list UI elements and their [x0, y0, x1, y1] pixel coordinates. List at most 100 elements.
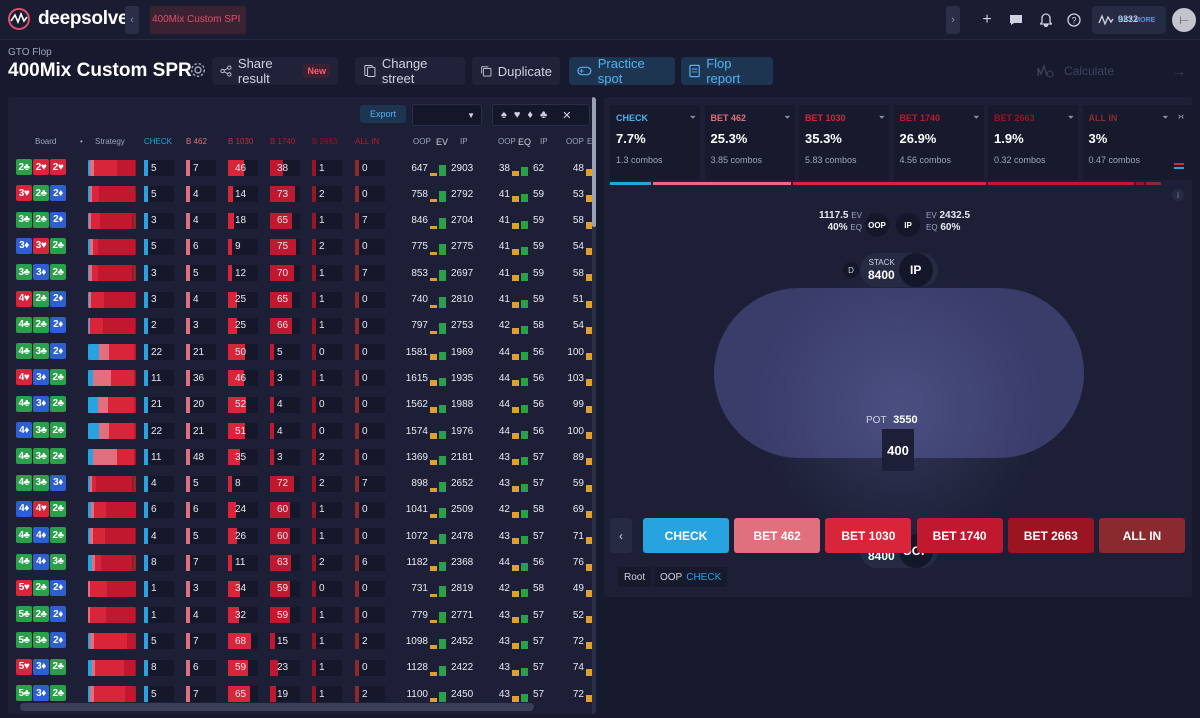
- filter-icon[interactable]: ⏷: [689, 113, 696, 122]
- table-row[interactable]: 3 ♣ 3 ♦ 2 ♣ 3 5 12 70 1 7 853 2697 41 59 58: [8, 260, 596, 286]
- spade-icon[interactable]: ♠: [501, 109, 507, 121]
- collapse-toggle[interactable]: ›‹: [1170, 105, 1192, 180]
- forward-nav-button[interactable]: ›: [946, 6, 960, 34]
- table-row[interactable]: 4 ♣ 3 ♣ 3 ♦ 4 5 8 72 2 7 898 2652 43 57 59: [8, 471, 596, 497]
- ip-eq-cell: 56: [533, 346, 545, 358]
- path-root[interactable]: Root: [618, 567, 652, 587]
- oop3-cell: 103: [567, 372, 584, 384]
- board-card: 4 ♥: [33, 500, 49, 517]
- get-more-link[interactable]: GET MORE: [1118, 16, 1156, 24]
- cell-check: 5: [144, 186, 174, 203]
- col-strategy[interactable]: Strategy: [95, 137, 125, 146]
- ip-ev-bar: [439, 165, 446, 176]
- col-check[interactable]: CHECK: [144, 137, 173, 146]
- duplicate-button[interactable]: Duplicate: [472, 57, 560, 85]
- table-row[interactable]: 4 ♦ 3 ♣ 2 ♣ 22 21 51 4 0 0 1574 1976 44 56 100: [8, 418, 596, 444]
- calculate-button[interactable]: Calculate →: [1030, 57, 1192, 85]
- back-button[interactable]: ‹: [610, 518, 632, 553]
- filter-icon[interactable]: ⏷: [878, 113, 885, 122]
- tab-active[interactable]: 400Mix Custom SPI: [150, 6, 246, 34]
- flop-report-button[interactable]: Flop report: [681, 56, 773, 86]
- table-row[interactable]: 5 ♣ 3 ♦ 2 ♣ 5 7 65 19 1 2 1100 2450 43 57 72: [8, 681, 596, 707]
- diamond-icon[interactable]: ♦: [527, 109, 533, 121]
- action-card[interactable]: BET 2663 ⏷ 1.9% 0.32 combos: [988, 105, 1078, 180]
- heart-icon[interactable]: ♥: [513, 109, 521, 121]
- table-row[interactable]: 5 ♣ 3 ♣ 2 ♦ 5 7 68 15 1 2 1098 2452 43 57 72: [8, 628, 596, 654]
- back-nav-button[interactable]: ‹: [125, 6, 139, 34]
- col-b1740[interactable]: B 1740: [270, 137, 296, 146]
- ip-ev-cell: 2819: [451, 583, 474, 595]
- app-logo[interactable]: deepsolver: [6, 8, 136, 30]
- action-button-bet-462[interactable]: BET 462: [734, 518, 821, 553]
- practice-spot-button[interactable]: Practice spot: [569, 56, 675, 86]
- action-button-bet-1030[interactable]: BET 1030: [825, 518, 912, 553]
- avatar[interactable]: ⊢: [1172, 8, 1196, 32]
- action-card[interactable]: BET 1030 ⏷ 35.3% 5.83 combos: [799, 105, 889, 180]
- action-button-bet-2663[interactable]: BET 2663: [1007, 518, 1094, 553]
- table-row[interactable]: 4 ♣ 4 ♦ 3 ♣ 8 7 11 63 2 6 1182 2368 44 56 76: [8, 550, 596, 576]
- seat-ip[interactable]: STACK 8400 IP: [860, 253, 938, 287]
- col-b2663[interactable]: B 2663: [312, 137, 338, 146]
- col-allin[interactable]: ALL IN: [355, 137, 380, 146]
- info-icon[interactable]: i: [1172, 189, 1184, 201]
- club-icon[interactable]: ♣: [540, 109, 548, 121]
- oop-ev-bar: [430, 173, 437, 176]
- table-row[interactable]: 3 ♦ 3 ♥ 2 ♣ 5 6 9 75 2 0 775 2775 41 59 54: [8, 234, 596, 260]
- col-ev[interactable]: EV: [436, 137, 449, 147]
- action-button-check[interactable]: CHECK: [643, 518, 729, 553]
- cell-b2663: 1: [312, 501, 342, 518]
- chat-icon[interactable]: [1006, 10, 1026, 30]
- share-result-button[interactable]: Share result New: [212, 56, 338, 86]
- credits-widget[interactable]: 9332 GET MORE: [1092, 6, 1166, 34]
- bell-icon[interactable]: [1036, 10, 1056, 30]
- help-icon[interactable]: ?: [1064, 10, 1084, 30]
- col-eq[interactable]: EQ: [518, 137, 532, 147]
- change-street-button[interactable]: Change street: [355, 56, 465, 86]
- table-row[interactable]: 4 ♥ 2 ♣ 2 ♦ 3 4 25 65 1 0 740 2810 41 59 51: [8, 287, 596, 313]
- table-row[interactable]: 4 ♥ 3 ♦ 2 ♣ 11 36 46 3 1 0 1615 1935 44 56 103: [8, 365, 596, 391]
- table-row[interactable]: 4 ♣ 3 ♣ 2 ♦ 22 21 50 5 0 0 1581 1969 44 56 100: [8, 339, 596, 365]
- table-row[interactable]: 4 ♦ 4 ♥ 2 ♣ 6 6 24 60 1 0 1041 2509 42 58 69: [8, 497, 596, 523]
- table-row[interactable]: 3 ♥ 2 ♣ 2 ♦ 5 4 14 73 2 0 758 2792 41 59 53: [8, 181, 596, 207]
- strategy-segment-b1740: [133, 344, 136, 361]
- table-row[interactable]: 3 ♣ 2 ♣ 2 ♦ 3 4 18 65 1 7 846 2704 41 59 58: [8, 208, 596, 234]
- plus-icon[interactable]: +: [982, 11, 992, 28]
- action-card[interactable]: BET 462 ⏷ 25.3% 3.85 combos: [704, 105, 795, 180]
- strategy-segment-b1030: [93, 686, 126, 702]
- table-row[interactable]: 4 ♣ 3 ♣ 2 ♣ 11 48 35 3 2 0 1369 2181 43 57 89: [8, 444, 596, 470]
- filter-icon[interactable]: ⏷: [784, 113, 791, 122]
- action-card[interactable]: BET 1740 ⏷ 26.9% 4.56 combos: [893, 105, 984, 180]
- table-row[interactable]: 2 ♣ 2 ♥ 2 ♥ 5 7 46 38 1 0 647 2903 38 62 48: [8, 155, 596, 181]
- horizontal-scrollbar[interactable]: [20, 703, 534, 711]
- oop3-bar: [586, 563, 592, 571]
- table-row[interactable]: 4 ♣ 2 ♣ 2 ♦ 2 3 25 66 1 0 797 2753 42 58 54: [8, 313, 596, 339]
- filter-icon[interactable]: ⏷: [1067, 113, 1074, 122]
- table-row[interactable]: 5 ♥ 2 ♣ 2 ♦ 1 3 34 59 0 0 731 2819 42 58 49: [8, 576, 596, 602]
- oop-chip[interactable]: OOP: [865, 213, 889, 237]
- action-button-bet-1740[interactable]: BET 1740: [916, 518, 1003, 553]
- suit-filter[interactable]: ♠ ♥ ♦ ♣ ✕: [492, 104, 590, 126]
- col-b462[interactable]: B 462: [186, 137, 207, 146]
- filter-select[interactable]: ▼: [412, 104, 482, 126]
- action-card[interactable]: ALL IN ⏷ 3% 0.47 combos: [1082, 105, 1173, 180]
- action-card[interactable]: CHECK ⏷ 7.7% 1.3 combos: [610, 105, 700, 180]
- path-oop-check[interactable]: OOP CHECK: [654, 567, 728, 587]
- action-card-pct: 1.9%: [994, 131, 1024, 146]
- oop-ev-bar: [430, 671, 437, 676]
- table-row[interactable]: 4 ♣ 4 ♦ 2 ♣ 4 5 26 60 1 0 1072 2478 43 57 71: [8, 523, 596, 549]
- oop-ev-bar: [430, 380, 437, 387]
- filter-icon[interactable]: ⏷: [1162, 113, 1169, 122]
- table-row[interactable]: 5 ♣ 2 ♣ 2 ♦ 1 4 32 59 1 0 779 2771 43 57 52: [8, 602, 596, 628]
- action-button-all-in[interactable]: ALL IN: [1099, 518, 1185, 553]
- col-b1030[interactable]: B 1030: [228, 137, 254, 146]
- table-row[interactable]: 4 ♣ 3 ♦ 2 ♣ 21 20 52 4 0 0 1562 1988 44 56 99: [8, 392, 596, 418]
- oop-eq-bar: [512, 617, 519, 624]
- table-row[interactable]: 5 ♥ 3 ♦ 2 ♣ 8 6 59 23 1 0 1128 2422 43 57 74: [8, 655, 596, 681]
- ip-chip[interactable]: IP: [896, 213, 920, 237]
- close-icon[interactable]: ✕: [562, 109, 572, 122]
- filter-icon[interactable]: ⏷: [973, 113, 980, 122]
- export-button[interactable]: Export: [360, 105, 406, 123]
- col-board[interactable]: Board: [35, 137, 57, 146]
- gear-icon[interactable]: [190, 62, 206, 78]
- vertical-scrollbar[interactable]: [592, 97, 596, 714]
